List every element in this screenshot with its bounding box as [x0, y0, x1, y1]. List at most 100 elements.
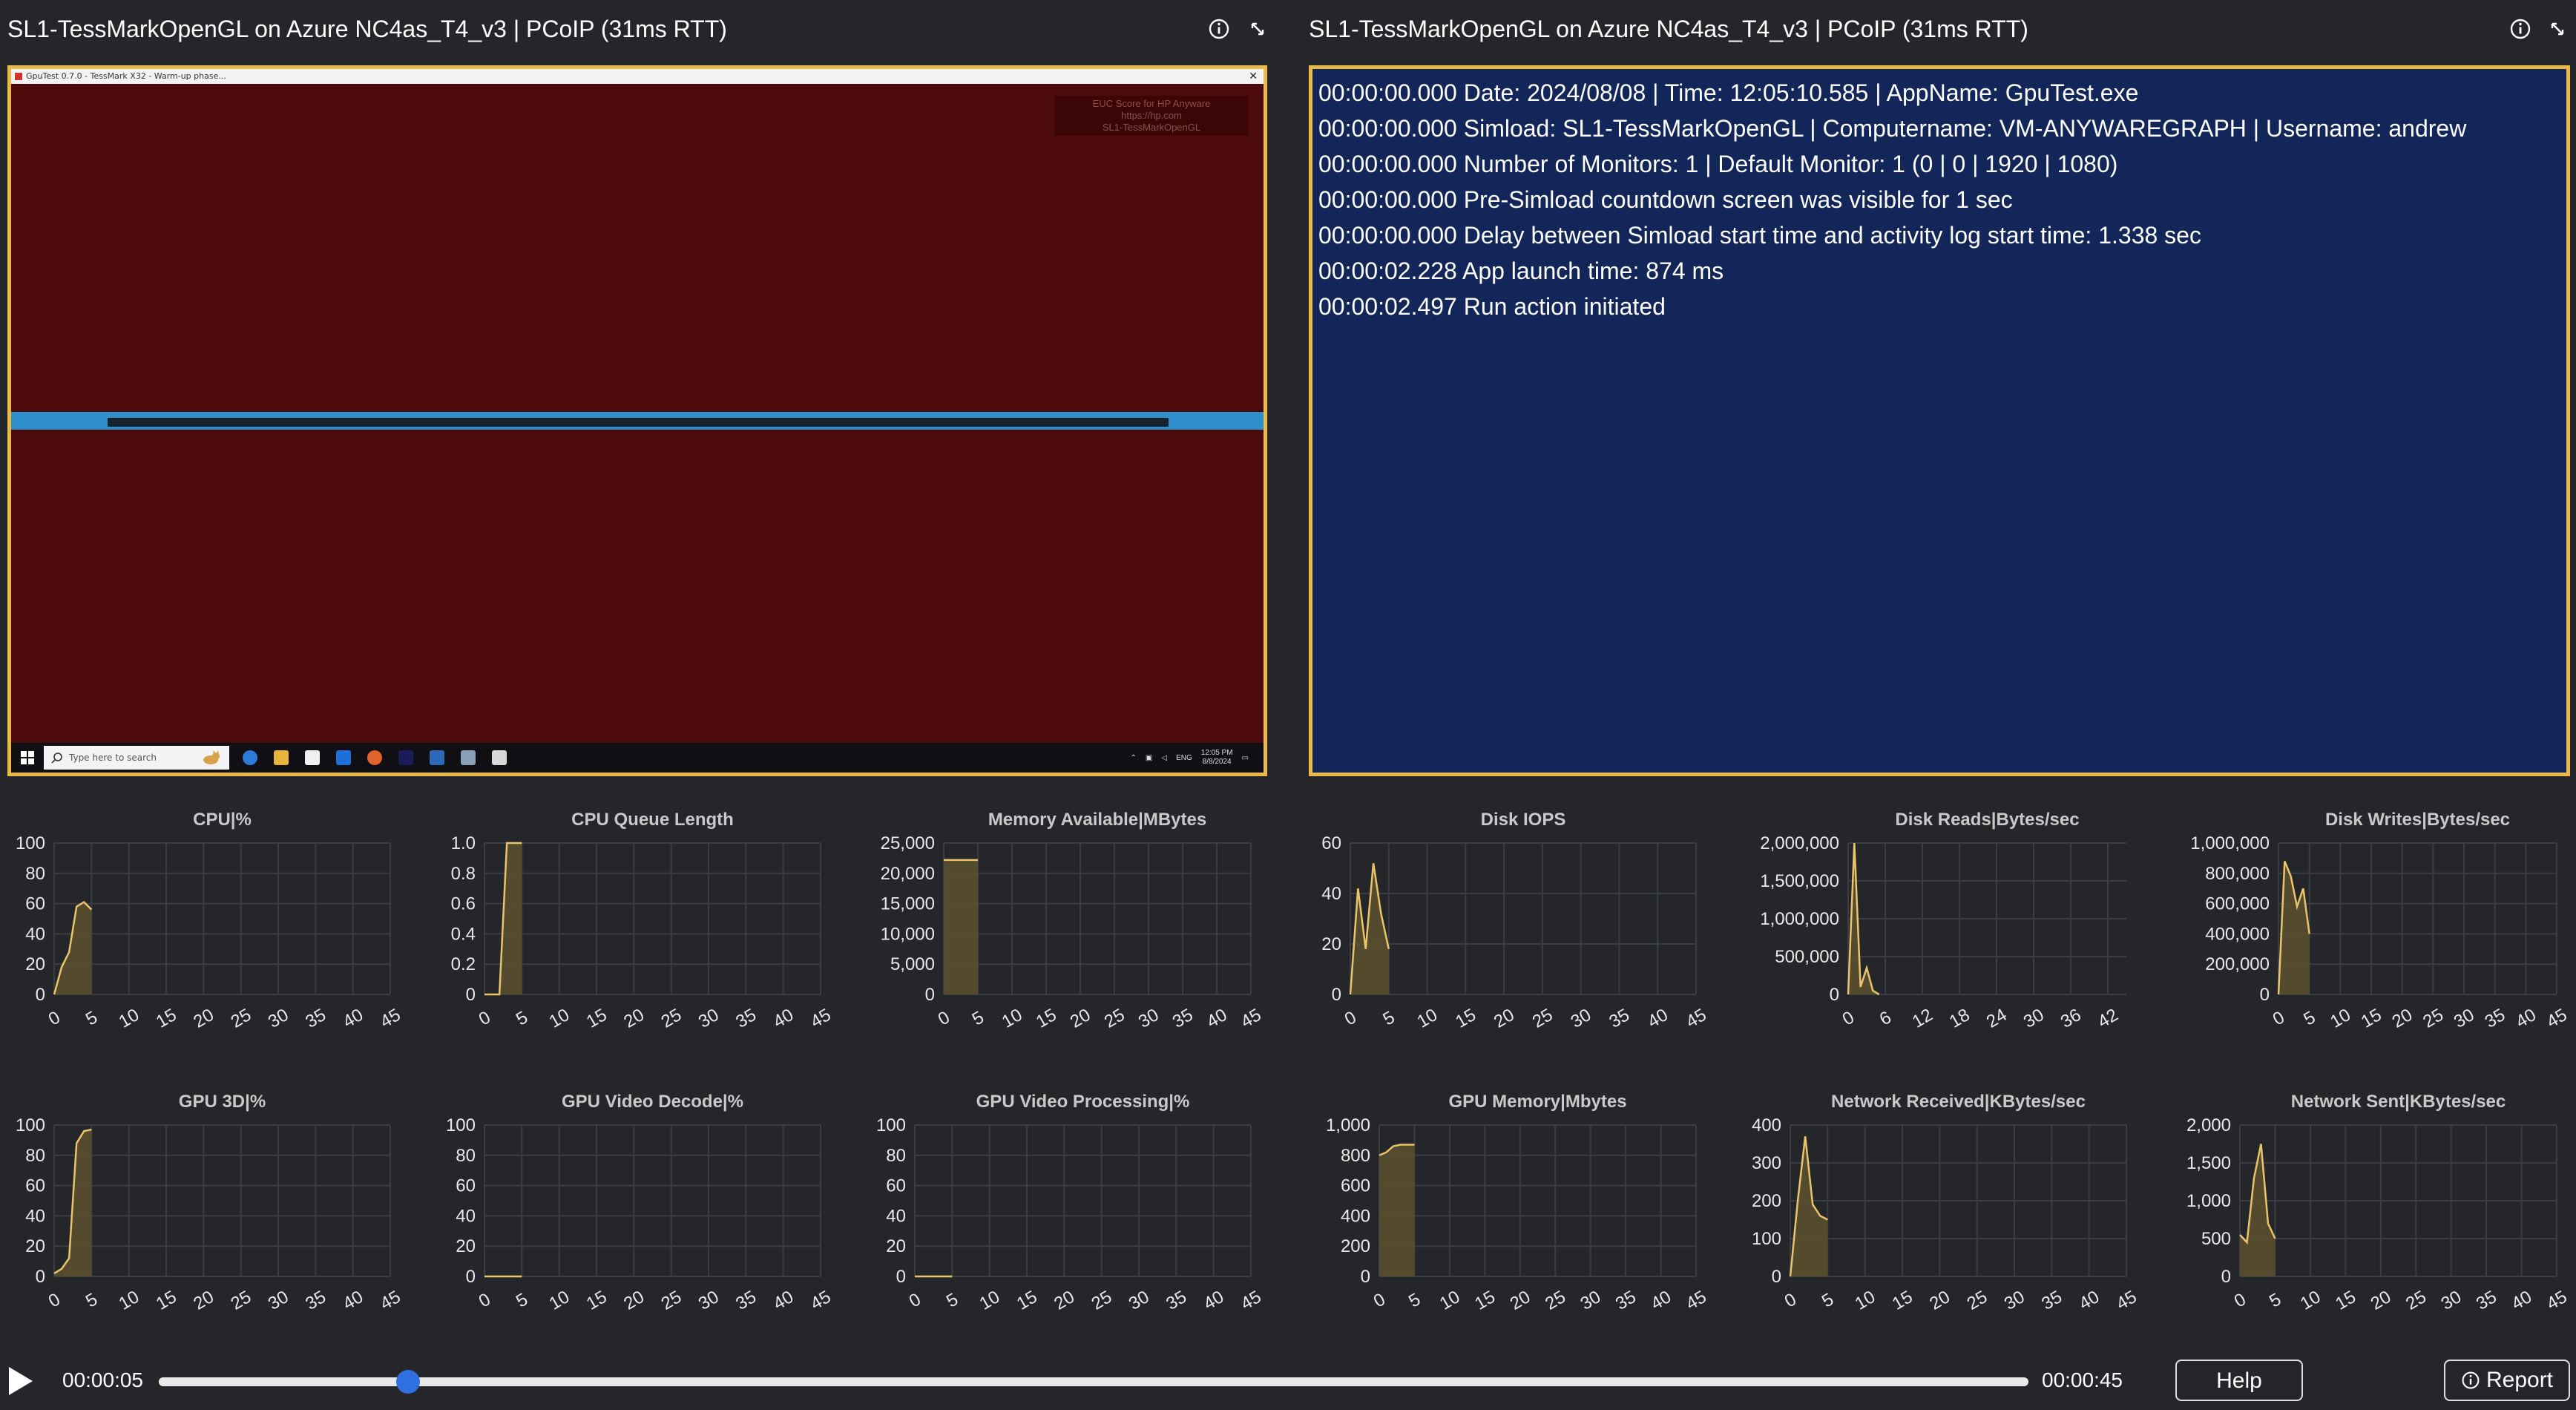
- x-tick-label: 40: [2076, 1287, 2103, 1314]
- x-tick-label: 15: [1452, 1005, 1479, 1032]
- x-tick-label: 20: [1067, 1005, 1094, 1032]
- log-line: 00:00:00.000 Pre-Simload countdown scree…: [1318, 186, 2013, 213]
- timeline-track[interactable]: [159, 1377, 2028, 1386]
- x-tick-label: 15: [583, 1005, 611, 1032]
- y-tick-label: 60: [25, 1176, 45, 1196]
- y-tick-label: 0: [1361, 1267, 1370, 1287]
- x-tick-label: 12: [1909, 1005, 1936, 1032]
- y-tick-label: 0: [36, 1267, 45, 1287]
- chevron-up-icon[interactable]: ⌃: [1130, 753, 1137, 762]
- x-tick-label: 10: [976, 1287, 1004, 1314]
- chart: GPU 3D|% 0 20 40 60 80 100 0 5 10 15 20 25 30 35 40 45: [0, 1086, 404, 1331]
- x-tick-label: 20: [1926, 1287, 1954, 1314]
- powershell-icon[interactable]: [430, 750, 444, 765]
- y-tick-label: 25,000: [881, 833, 935, 853]
- x-tick-label: 30: [695, 1287, 723, 1314]
- activity-log[interactable]: 00:00:00.000 Date: 2024/08/08 | Time: 12…: [1309, 65, 2570, 776]
- right-panel-title: SL1-TessMarkOpenGL on Azure NC4as_T4_v3 …: [1309, 16, 2028, 42]
- log-line: 00:00:00.000 Simload: SL1-TessMarkOpenGL…: [1318, 115, 2467, 142]
- premiere-icon[interactable]: [398, 750, 413, 765]
- x-tick-label: 45: [1683, 1287, 1710, 1314]
- x-tick-label: 5: [1379, 1007, 1398, 1029]
- series-line: [1847, 842, 1880, 996]
- y-tick-label: 80: [25, 864, 45, 884]
- folder-icon[interactable]: [274, 750, 289, 765]
- chart: CPU Queue Length 0 0.2 0.4 0.6 0.8 1.0 0 5 10 15 20…: [430, 804, 835, 1049]
- taskbar-search[interactable]: Type here to search: [44, 746, 229, 770]
- x-tick-label: 6: [1876, 1007, 1895, 1029]
- x-tick-label: 20: [620, 1005, 648, 1032]
- store-icon[interactable]: [305, 750, 320, 765]
- y-tick-label: 500: [2201, 1229, 2231, 1249]
- x-tick-label: 10: [2327, 1005, 2354, 1032]
- x-tick-label: 25: [1529, 1005, 1557, 1032]
- taskbar-date: 8/8/2024: [1202, 758, 1232, 766]
- chart-title: Memory Available|MBytes: [988, 810, 1206, 830]
- series-line: [484, 842, 522, 996]
- app-icon[interactable]: [367, 750, 382, 765]
- x-tick-label: 30: [1126, 1287, 1153, 1314]
- mail-icon[interactable]: [336, 750, 351, 765]
- expand-icon[interactable]: [1246, 18, 1269, 40]
- app-progress-bar: [108, 418, 1169, 427]
- report-button[interactable]: Report: [2444, 1360, 2570, 1401]
- x-tick-label: 15: [583, 1287, 611, 1314]
- close-icon[interactable]: ✕: [1249, 70, 1258, 82]
- info-icon[interactable]: [2509, 18, 2531, 40]
- y-tick-label: 200,000: [2205, 954, 2270, 974]
- x-tick-label: 30: [1568, 1005, 1595, 1032]
- x-tick-label: 40: [1203, 1005, 1231, 1032]
- x-tick-label: 15: [1013, 1287, 1041, 1314]
- x-tick-label: 0: [476, 1007, 494, 1029]
- help-button[interactable]: Help: [2175, 1360, 2303, 1401]
- x-tick-label: 45: [377, 1287, 404, 1314]
- timeline-thumb[interactable]: [395, 1370, 420, 1394]
- x-tick-label: 35: [302, 1005, 329, 1032]
- chart: GPU Video Decode|% 0 20 40 60 80 100 0 5 10 15 20 25…: [430, 1086, 835, 1331]
- x-tick-label: 40: [340, 1005, 367, 1032]
- network-icon[interactable]: ▣: [1145, 753, 1153, 762]
- x-tick-label: 45: [807, 1005, 835, 1032]
- x-tick-label: 42: [2094, 1005, 2122, 1032]
- volume-icon[interactable]: ◁: [1161, 753, 1168, 762]
- y-tick-label: 0.2: [451, 954, 476, 974]
- app-icon[interactable]: [461, 750, 476, 765]
- tray-language[interactable]: ENG: [1176, 753, 1192, 762]
- taskbar-search-placeholder: Type here to search: [69, 752, 157, 763]
- taskbar-clock[interactable]: 12:05 PM 8/8/2024: [1201, 749, 1233, 767]
- x-tick-label: 30: [1135, 1005, 1163, 1032]
- x-tick-label: 5: [969, 1007, 988, 1029]
- x-tick-label: 5: [1818, 1289, 1837, 1311]
- gputest-taskbar-icon[interactable]: [492, 750, 507, 765]
- y-tick-label: 0: [1830, 985, 1839, 1005]
- x-tick-label: 35: [2038, 1287, 2066, 1314]
- windows-start-icon[interactable]: [20, 750, 35, 765]
- y-tick-label: 100: [446, 1115, 476, 1135]
- x-tick-label: 30: [695, 1005, 723, 1032]
- y-tick-label: 300: [1752, 1153, 1781, 1173]
- series-line: [1379, 1144, 1415, 1156]
- notification-icon[interactable]: ▭: [1241, 753, 1249, 762]
- remote-window-title: GpuTest 0.7.0 - TessMark X32 - Warm-up p…: [26, 71, 226, 81]
- report-label: Report: [2485, 1368, 2554, 1392]
- y-tick-label: 0.4: [451, 924, 476, 944]
- current-time: 00:00:05: [62, 1368, 143, 1391]
- chart-title: GPU 3D|%: [179, 1092, 266, 1112]
- info-icon[interactable]: [1208, 18, 1230, 40]
- series-line: [53, 900, 93, 995]
- y-tick-label: 40: [1321, 884, 1341, 904]
- expand-icon[interactable]: [2546, 18, 2569, 40]
- x-tick-label: 0: [935, 1007, 953, 1029]
- timeline-progress: [159, 1377, 408, 1386]
- series-line: [2239, 1144, 2276, 1245]
- remote-desktop-view[interactable]: GpuTest 0.7.0 - TessMark X32 - Warm-up p…: [7, 65, 1267, 776]
- play-icon[interactable]: [6, 1363, 36, 1400]
- series-line: [1349, 863, 1390, 995]
- edge-icon[interactable]: [243, 750, 257, 765]
- x-tick-label: 18: [1946, 1005, 1974, 1032]
- x-tick-label: 45: [377, 1005, 404, 1032]
